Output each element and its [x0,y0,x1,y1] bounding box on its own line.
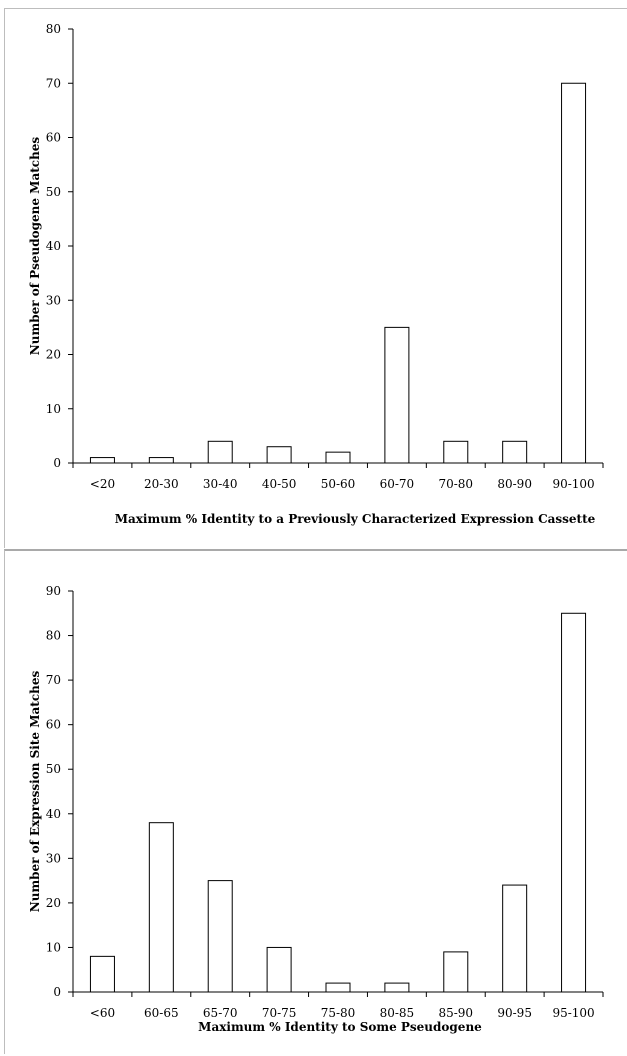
x-axis-ticks: <20 20-30 30-40 40-50 50-60 60-70 70-80 80-90 90… [72,463,604,491]
x-tick-label: 70-75 [262,1006,297,1020]
y-tick-label: 60 [46,718,61,732]
bar [148,457,174,464]
bars-group [89,82,587,464]
y-tick-label: 20 [46,896,61,910]
bar [384,326,410,464]
bar-chart-expression-site-matches: 0 10 20 30 40 50 60 70 80 90 <60 60-65 65-70 70-75 75… [28,584,604,1034]
y-axis-ticks: 0 10 20 30 40 50 60 70 80 90 [46,584,73,999]
y-axis-title: Number of Expression Site Matches [28,671,42,913]
bar-chart-pseudogene-matches: 0 10 20 30 40 50 60 70 80 <20 20-30 30-40 40-50 50-6… [28,22,604,526]
bar [325,451,351,464]
bar [266,446,292,464]
x-axis-title: Maximum % Identity to Some Pseudogene [198,1020,482,1034]
x-tick-label: 75-80 [321,1006,356,1020]
y-tick-label: 30 [46,293,61,307]
y-tick-label: 30 [46,851,61,865]
y-tick-label: 90 [46,584,61,598]
x-tick-label: <60 [90,1006,115,1020]
y-axis-ticks: 0 10 20 30 40 50 60 70 80 [46,22,73,470]
y-tick-label: 10 [46,402,61,416]
x-tick-label: 80-90 [497,477,532,491]
bar [148,822,174,993]
bar [266,946,292,993]
x-tick-label: 65-70 [203,1006,238,1020]
bar [561,82,587,464]
y-tick-label: 50 [46,762,61,776]
bar [89,457,115,464]
bar [561,612,587,993]
y-tick-label: 70 [46,673,61,687]
x-axis-ticks: <60 60-65 65-70 70-75 75-80 80-85 85-90 90-95 95… [72,992,604,1020]
y-tick-label: 0 [53,456,61,470]
y-axis-title: Number of Pseudogene Matches [28,137,42,356]
x-tick-label: 70-80 [438,477,473,491]
x-tick-label: 30-40 [203,477,238,491]
x-tick-label: 90-100 [552,477,594,491]
bar [384,982,410,993]
bars-group [89,612,587,993]
x-tick-label: 50-60 [321,477,356,491]
bar [443,440,469,464]
y-tick-label: 40 [46,807,61,821]
x-tick-label: 90-95 [497,1006,532,1020]
x-tick-label: 60-65 [144,1006,179,1020]
chart-panel-expression-site-matches: 0 10 20 30 40 50 60 70 80 90 <60 60-65 65-70 70-75 75… [4,549,627,1054]
y-tick-label: 0 [53,985,61,999]
bar [89,955,115,993]
y-tick-label: 10 [46,940,61,954]
y-tick-label: 50 [46,185,61,199]
x-axis-title: Maximum % Identity to a Previously Chara… [115,512,596,526]
x-tick-label: 85-90 [438,1006,473,1020]
x-tick-label: 95-100 [552,1006,594,1020]
y-tick-label: 80 [46,22,61,36]
bar [325,982,351,993]
x-tick-label: 40-50 [262,477,297,491]
x-tick-label: 20-30 [144,477,179,491]
bar [502,884,528,993]
y-tick-label: 20 [46,348,61,362]
x-tick-label: 60-70 [380,477,415,491]
chart-panel-pseudogene-matches: 0 10 20 30 40 50 60 70 80 <20 20-30 30-40 40-50 50-6… [4,8,627,548]
x-tick-label: 80-85 [380,1006,415,1020]
y-tick-label: 40 [46,239,61,253]
y-tick-label: 60 [46,131,61,145]
bar [207,880,233,993]
bar [502,440,528,464]
bar [207,440,233,464]
y-tick-label: 80 [46,629,61,643]
y-tick-label: 70 [46,76,61,90]
bar [443,951,469,993]
x-tick-label: <20 [90,477,115,491]
